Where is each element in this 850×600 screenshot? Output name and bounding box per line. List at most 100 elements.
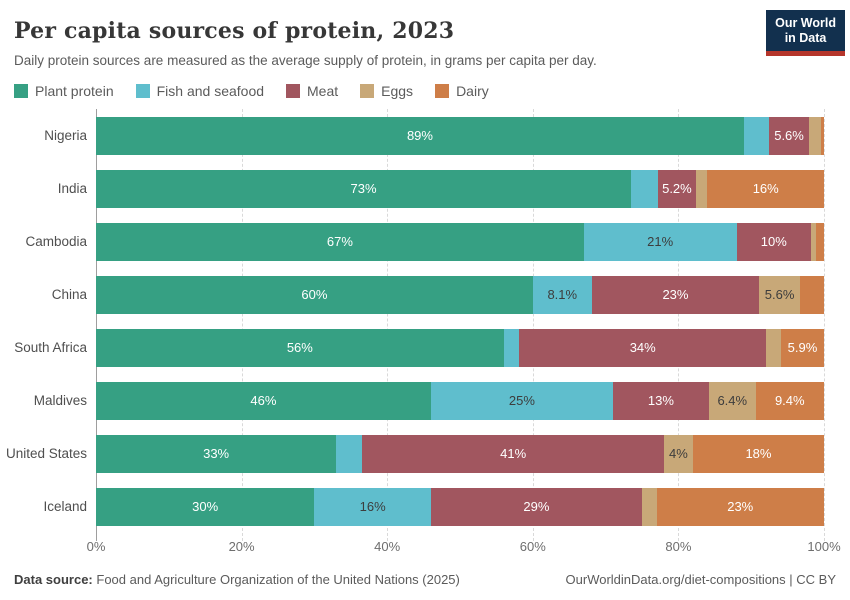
legend-item-fish-and-seafood[interactable]: Fish and seafood — [135, 83, 265, 99]
owid-logo: Our World in Data — [766, 10, 845, 56]
country-label: Maldives — [33, 393, 87, 408]
bar-segment-meat[interactable]: 29% — [430, 487, 642, 526]
bar-segment-dairy[interactable] — [799, 275, 824, 314]
stacked-bar: 60% 8.1% 23% 5.6% — [96, 275, 824, 314]
page-title: Per capita sources of protein, 2023 — [14, 18, 455, 44]
bar-value-label: 25% — [508, 393, 535, 408]
bar-value-label: 46% — [250, 393, 277, 408]
bar-segment-fish-and-seafood[interactable] — [631, 169, 658, 208]
attribution-link[interactable]: OurWorldinData.org/diet-compositions | C… — [565, 572, 836, 587]
bar-segment-dairy[interactable] — [815, 222, 824, 261]
bar-value-label: 60% — [301, 287, 328, 302]
bar-value-label: 41% — [500, 446, 527, 461]
bar-segment-plant-protein[interactable]: 30% — [96, 487, 315, 526]
chart-header: Per capita sources of protein, 2023 Dail… — [0, 0, 850, 68]
bar-segment-meat[interactable]: 34% — [518, 328, 767, 367]
country-label: United States — [5, 446, 87, 461]
bar-value-label: 34% — [629, 340, 656, 355]
bar-segment-dairy[interactable]: 5.9% — [781, 328, 824, 367]
x-tick-label: 80% — [665, 539, 692, 554]
bar-value-label: 73% — [350, 181, 377, 196]
bar-segment-dairy[interactable]: 23% — [656, 487, 824, 526]
bar-segment-plant-protein[interactable]: 46% — [96, 381, 431, 420]
bar-row-maldives: Maldives 46% 25% 13% 6.4% 9.4% — [34, 374, 824, 427]
bar-segment-meat[interactable]: 41% — [362, 434, 664, 473]
bar-segment-eggs[interactable]: 4% — [663, 434, 693, 473]
x-axis: 0% 20% 40% 60% 80% 100% — [87, 533, 841, 557]
bar-segment-eggs[interactable]: 6.4% — [708, 381, 756, 420]
bar-segment-eggs[interactable] — [810, 222, 816, 261]
x-tick-label: 60% — [519, 539, 546, 554]
bar-value-label: 13% — [647, 393, 674, 408]
bar-rows: Nigeria 89% 5.6% India 73% 5.2% 16% Cambodia 67%… — [6, 109, 824, 533]
bar-row-china: China 60% 8.1% 23% 5.6% — [52, 268, 824, 321]
owid-logo-line2: in Data — [784, 31, 827, 45]
bar-segment-fish-and-seafood[interactable]: 16% — [314, 487, 431, 526]
legend-label: Fish and seafood — [156, 83, 265, 99]
bar-value-label: 16% — [359, 499, 386, 514]
owid-logo-line1: Our World — [775, 16, 836, 30]
bar-value-label: 16% — [752, 181, 779, 196]
bar-segment-fish-and-seafood[interactable] — [743, 116, 769, 155]
data-source-text: Food and Agriculture Organization of the… — [96, 572, 460, 587]
bar-segment-plant-protein[interactable]: 67% — [96, 222, 584, 261]
bar-value-label: 8.1% — [547, 287, 578, 302]
legend-item-dairy[interactable]: Dairy — [435, 83, 489, 99]
bar-segment-fish-and-seafood[interactable]: 8.1% — [532, 275, 592, 314]
bar-segment-eggs[interactable] — [809, 116, 822, 155]
legend-swatch-fish-and-seafood — [135, 84, 150, 98]
bar-row-iceland: Iceland 30% 16% 29% 23% — [43, 480, 824, 533]
bar-segment-eggs[interactable] — [695, 169, 708, 208]
legend-swatch-meat — [286, 84, 301, 98]
bar-value-label: 5.6% — [774, 128, 804, 143]
bar-segment-dairy[interactable]: 18% — [692, 434, 824, 473]
bar-segment-dairy[interactable]: 16% — [707, 169, 824, 208]
stacked-bar: 73% 5.2% 16% — [96, 169, 824, 208]
bar-segment-dairy[interactable]: 9.4% — [755, 381, 824, 420]
bar-value-label: 9.4% — [774, 393, 805, 408]
bar-segment-fish-and-seafood[interactable]: 21% — [583, 222, 737, 261]
data-source: Data source: Food and Agriculture Organi… — [14, 572, 460, 587]
bar-value-label: 23% — [727, 499, 754, 514]
bar-segment-meat[interactable]: 13% — [612, 381, 709, 420]
bar-row-south-africa: South Africa 56% 34% 5.9% — [14, 321, 824, 374]
bar-segment-plant-protein[interactable]: 56% — [96, 328, 504, 367]
bar-segment-plant-protein[interactable]: 89% — [96, 116, 744, 155]
bar-segment-plant-protein[interactable]: 73% — [96, 169, 632, 208]
grid-line — [824, 109, 825, 541]
bar-segment-fish-and-seafood[interactable] — [336, 434, 363, 473]
legend-swatch-eggs — [360, 84, 375, 98]
country-label: Cambodia — [25, 234, 87, 249]
bar-segment-fish-and-seafood[interactable] — [503, 328, 519, 367]
bar-segment-eggs[interactable] — [766, 328, 782, 367]
bar-segment-plant-protein[interactable]: 60% — [96, 275, 533, 314]
bar-segment-eggs[interactable]: 5.6% — [759, 275, 800, 314]
bar-segment-plant-protein[interactable]: 33% — [96, 434, 337, 473]
legend-label: Meat — [307, 83, 339, 99]
bar-value-label: 6.4% — [717, 393, 748, 408]
bar-row-nigeria: Nigeria 89% 5.6% — [44, 109, 824, 162]
bar-value-label: 4% — [668, 446, 688, 461]
bar-segment-eggs[interactable] — [641, 487, 657, 526]
x-tick-label: 100% — [807, 539, 841, 554]
stacked-bar: 30% 16% 29% 23% — [96, 487, 824, 526]
legend-item-eggs[interactable]: Eggs — [360, 83, 413, 99]
bar-segment-meat[interactable]: 5.2% — [658, 169, 696, 208]
bar-value-label: 56% — [286, 340, 313, 355]
legend-item-meat[interactable]: Meat — [286, 83, 338, 99]
bar-row-united-states: United States 33% 41% 4% 18% — [6, 427, 824, 480]
bar-value-label: 5.2% — [662, 181, 692, 196]
bar-segment-meat[interactable]: 23% — [591, 275, 760, 314]
legend-item-plant-protein[interactable]: Plant protein — [14, 83, 114, 99]
bar-value-label: 21% — [647, 234, 674, 249]
bar-segment-meat[interactable]: 5.6% — [768, 116, 810, 155]
stacked-bar: 33% 41% 4% 18% — [96, 434, 824, 473]
chart-legend: Plant protein Fish and seafood Meat Eggs Dai… — [14, 83, 850, 99]
bar-segment-fish-and-seafood[interactable]: 25% — [430, 381, 613, 420]
bar-segment-dairy[interactable] — [821, 116, 824, 155]
stacked-bar: 46% 25% 13% 6.4% 9.4% — [96, 381, 824, 420]
bar-segment-meat[interactable]: 10% — [736, 222, 811, 261]
country-label: Iceland — [43, 499, 87, 514]
chart-footer: Data source: Food and Agriculture Organi… — [14, 572, 836, 587]
legend-label: Plant protein — [35, 83, 114, 99]
